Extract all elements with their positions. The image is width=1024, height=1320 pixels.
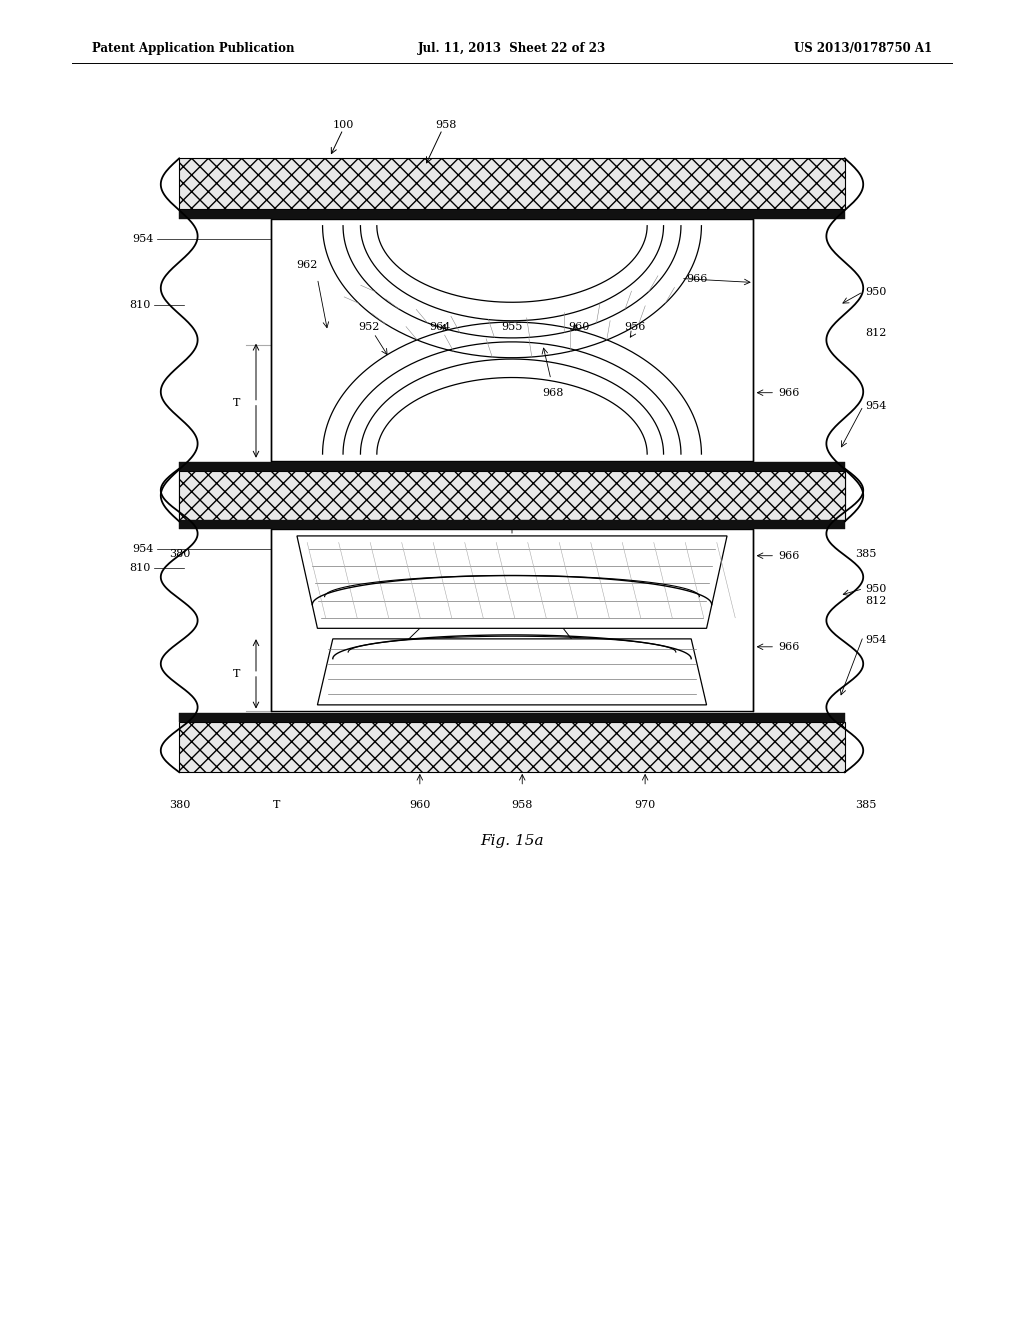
- Text: Jul. 11, 2013  Sheet 22 of 23: Jul. 11, 2013 Sheet 22 of 23: [418, 42, 606, 55]
- Text: 385: 385: [855, 549, 877, 560]
- Text: 964: 964: [430, 322, 451, 331]
- Bar: [179, 462, 845, 471]
- Text: 954: 954: [132, 544, 154, 554]
- Text: 972: 972: [635, 655, 655, 665]
- Text: T: T: [233, 397, 241, 408]
- Bar: [179, 722, 845, 772]
- Text: 966: 966: [778, 388, 800, 397]
- Bar: [271, 529, 753, 711]
- Text: 962: 962: [297, 260, 317, 271]
- Bar: [179, 713, 845, 722]
- Text: 810: 810: [129, 300, 151, 310]
- Text: 960: 960: [568, 322, 589, 331]
- Text: 962: 962: [338, 655, 358, 665]
- Text: 970: 970: [635, 800, 655, 810]
- Text: Patent Application Publication: Patent Application Publication: [92, 42, 295, 55]
- Text: 952: 952: [594, 676, 614, 686]
- Text: 966: 966: [778, 642, 800, 652]
- Text: 958: 958: [435, 430, 456, 441]
- Polygon shape: [297, 536, 727, 628]
- Bar: [179, 520, 845, 529]
- Text: 968: 968: [543, 388, 563, 397]
- Text: 954: 954: [865, 401, 887, 411]
- Text: 956: 956: [625, 322, 645, 331]
- Bar: [179, 471, 845, 521]
- Text: 950: 950: [865, 583, 887, 594]
- Text: 380: 380: [169, 800, 190, 810]
- Text: 968: 968: [369, 663, 389, 673]
- Text: T: T: [233, 669, 241, 678]
- Polygon shape: [317, 639, 707, 705]
- Text: 950: 950: [865, 286, 887, 297]
- Text: 966: 966: [686, 273, 708, 284]
- Text: 385: 385: [855, 800, 877, 810]
- Text: 812: 812: [865, 329, 887, 338]
- Text: 812: 812: [865, 595, 887, 606]
- Text: 954: 954: [132, 234, 154, 244]
- Bar: [179, 469, 845, 519]
- Text: Fig. 15a: Fig. 15a: [480, 834, 544, 847]
- Text: 955: 955: [492, 602, 512, 612]
- Text: 958: 958: [502, 549, 522, 560]
- Text: 958: 958: [512, 800, 532, 810]
- Text: 966: 966: [778, 550, 800, 561]
- Text: 380: 380: [169, 549, 190, 560]
- Text: 964: 964: [410, 655, 430, 665]
- Text: 958: 958: [435, 120, 456, 131]
- Text: 100: 100: [333, 120, 353, 131]
- Text: T: T: [272, 800, 281, 810]
- Bar: [271, 219, 753, 461]
- Text: 810: 810: [129, 562, 151, 573]
- Text: US 2013/0178750 A1: US 2013/0178750 A1: [794, 42, 932, 55]
- Text: Fig. 15b: Fig. 15b: [480, 583, 544, 597]
- Bar: [179, 210, 845, 219]
- Text: 952: 952: [358, 322, 379, 331]
- Bar: [179, 158, 845, 209]
- Text: 955: 955: [502, 322, 522, 331]
- Text: 100: 100: [333, 430, 353, 441]
- Text: 960: 960: [410, 800, 430, 810]
- Text: 954: 954: [865, 635, 887, 645]
- Text: 956: 956: [543, 655, 563, 665]
